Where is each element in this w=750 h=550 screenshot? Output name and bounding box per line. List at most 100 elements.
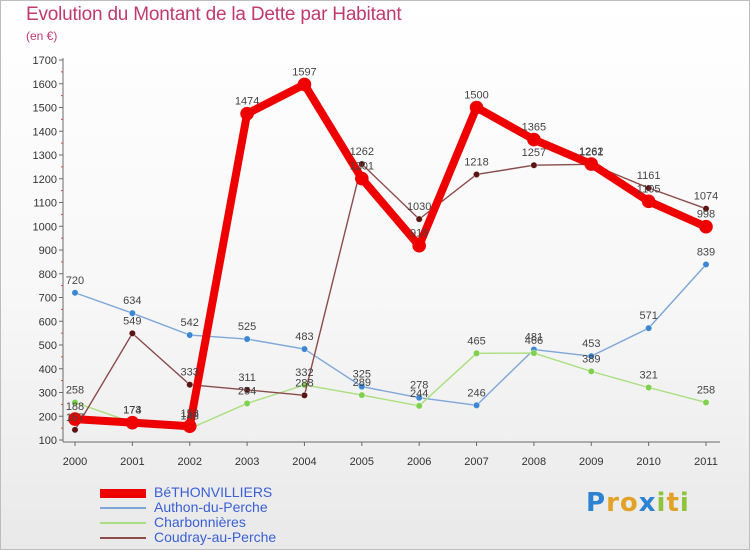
data-label: 167 xyxy=(66,412,84,424)
y-tick-label: 400 xyxy=(39,364,57,376)
series-point xyxy=(415,394,423,402)
data-label: 483 xyxy=(295,331,313,343)
series-line xyxy=(74,163,707,431)
legend-swatch xyxy=(100,507,146,510)
series-point xyxy=(473,170,481,178)
y-tick-label: 200 xyxy=(39,411,57,423)
series-point xyxy=(297,77,312,92)
series-point xyxy=(300,345,308,353)
x-tick-label: 2011 xyxy=(694,456,718,468)
y-tick-label: 1400 xyxy=(33,126,57,138)
x-tick-label: 2009 xyxy=(579,456,603,468)
logo-letter: i xyxy=(679,488,690,518)
series-point xyxy=(186,381,194,389)
data-label: 1201 xyxy=(350,161,374,173)
series-point xyxy=(415,402,423,410)
x-tick-label: 2000 xyxy=(63,456,87,468)
data-label: 1262 xyxy=(350,146,374,158)
data-label: 244 xyxy=(410,388,428,400)
data-label: 1257 xyxy=(522,147,546,159)
y-tick-label: 1300 xyxy=(33,150,57,162)
legend-item: Charbonnières xyxy=(100,515,276,530)
data-label: 188 xyxy=(66,401,84,413)
data-label: 453 xyxy=(582,338,600,350)
data-label: 549 xyxy=(123,315,141,327)
legend-item: Authon-du-Perche xyxy=(100,500,276,515)
logo-letter: o xyxy=(619,488,639,518)
y-tick-label: 800 xyxy=(39,269,57,281)
data-label: 542 xyxy=(181,317,199,329)
logo-letter: P xyxy=(586,488,607,518)
data-label: 148 xyxy=(181,411,199,423)
data-label: 174 xyxy=(123,404,141,416)
y-tick-label: 100 xyxy=(39,435,57,447)
data-label: 1105 xyxy=(637,183,661,195)
data-label: 289 xyxy=(353,377,371,389)
y-tick-label: 700 xyxy=(39,293,57,305)
y-tick-label: 1600 xyxy=(33,79,57,91)
legend-swatch xyxy=(100,488,146,498)
data-label: 288 xyxy=(295,377,313,389)
series-point xyxy=(358,160,366,168)
series-point xyxy=(473,401,481,409)
data-label: 389 xyxy=(582,353,600,365)
series-point xyxy=(71,289,79,297)
series-point xyxy=(186,331,194,339)
data-label: 525 xyxy=(238,321,256,333)
x-tick-label: 2010 xyxy=(636,456,660,468)
y-tick-label: 600 xyxy=(39,316,57,328)
data-label: 1074 xyxy=(694,191,718,203)
data-label: 465 xyxy=(467,335,485,347)
series-point xyxy=(473,349,481,357)
series-point xyxy=(530,349,538,357)
data-label: 278 xyxy=(410,380,428,392)
series-point xyxy=(645,324,653,332)
series-point xyxy=(240,106,254,121)
x-tick-label: 2005 xyxy=(350,456,374,468)
data-label: 1365 xyxy=(522,122,546,134)
series-point xyxy=(645,184,653,192)
x-tick-label: 2008 xyxy=(522,456,546,468)
y-tick-label: 1700 xyxy=(33,55,57,67)
series-point xyxy=(355,171,369,186)
logo-letter: x xyxy=(638,488,657,518)
y-tick-label: 300 xyxy=(39,388,57,400)
legend-label: Authon-du-Perche xyxy=(154,499,268,515)
series-point xyxy=(71,426,79,434)
y-tick-label: 1500 xyxy=(33,103,57,115)
legend-swatch xyxy=(100,522,146,525)
x-tick-label: 2006 xyxy=(407,456,431,468)
series-point xyxy=(415,215,423,223)
series-point xyxy=(702,398,710,406)
data-label: 173 xyxy=(123,405,141,417)
proxiti-logo: Proxiti xyxy=(586,488,690,518)
data-label: 1262 xyxy=(579,146,603,158)
logo-letter: r xyxy=(606,488,620,518)
data-label: 332 xyxy=(295,367,313,379)
data-label: 1161 xyxy=(637,170,661,182)
x-tick-label: 2004 xyxy=(292,456,316,468)
series-point xyxy=(128,309,136,317)
legend-label: Coudray-au-Perche xyxy=(154,529,277,545)
y-tick-label: 1100 xyxy=(33,198,57,210)
data-label: 1030 xyxy=(407,201,431,213)
data-label: 258 xyxy=(66,384,84,396)
logo-letter: t xyxy=(666,488,680,518)
data-label: 918 xyxy=(410,228,428,240)
legend-label: Charbonnières xyxy=(154,514,246,530)
legend-label: BéTHONVILLIERS xyxy=(154,484,273,500)
data-label: 321 xyxy=(639,370,657,382)
data-label: 246 xyxy=(467,387,485,399)
data-label: 571 xyxy=(639,310,657,322)
series-point xyxy=(702,205,710,213)
series-point xyxy=(699,219,713,234)
series-point xyxy=(587,367,595,375)
series-point xyxy=(527,132,541,147)
legend-item: BéTHONVILLIERS xyxy=(100,485,276,500)
data-label: 254 xyxy=(238,385,256,397)
y-tick-label: 900 xyxy=(39,245,57,257)
legend: BéTHONVILLIERS Authon-du-Perche Charbonniè… xyxy=(100,485,276,545)
chart-title: Evolution du Montant de la Dette par Hab… xyxy=(26,4,402,25)
data-label: 481 xyxy=(525,332,543,344)
data-label: 839 xyxy=(697,246,715,258)
